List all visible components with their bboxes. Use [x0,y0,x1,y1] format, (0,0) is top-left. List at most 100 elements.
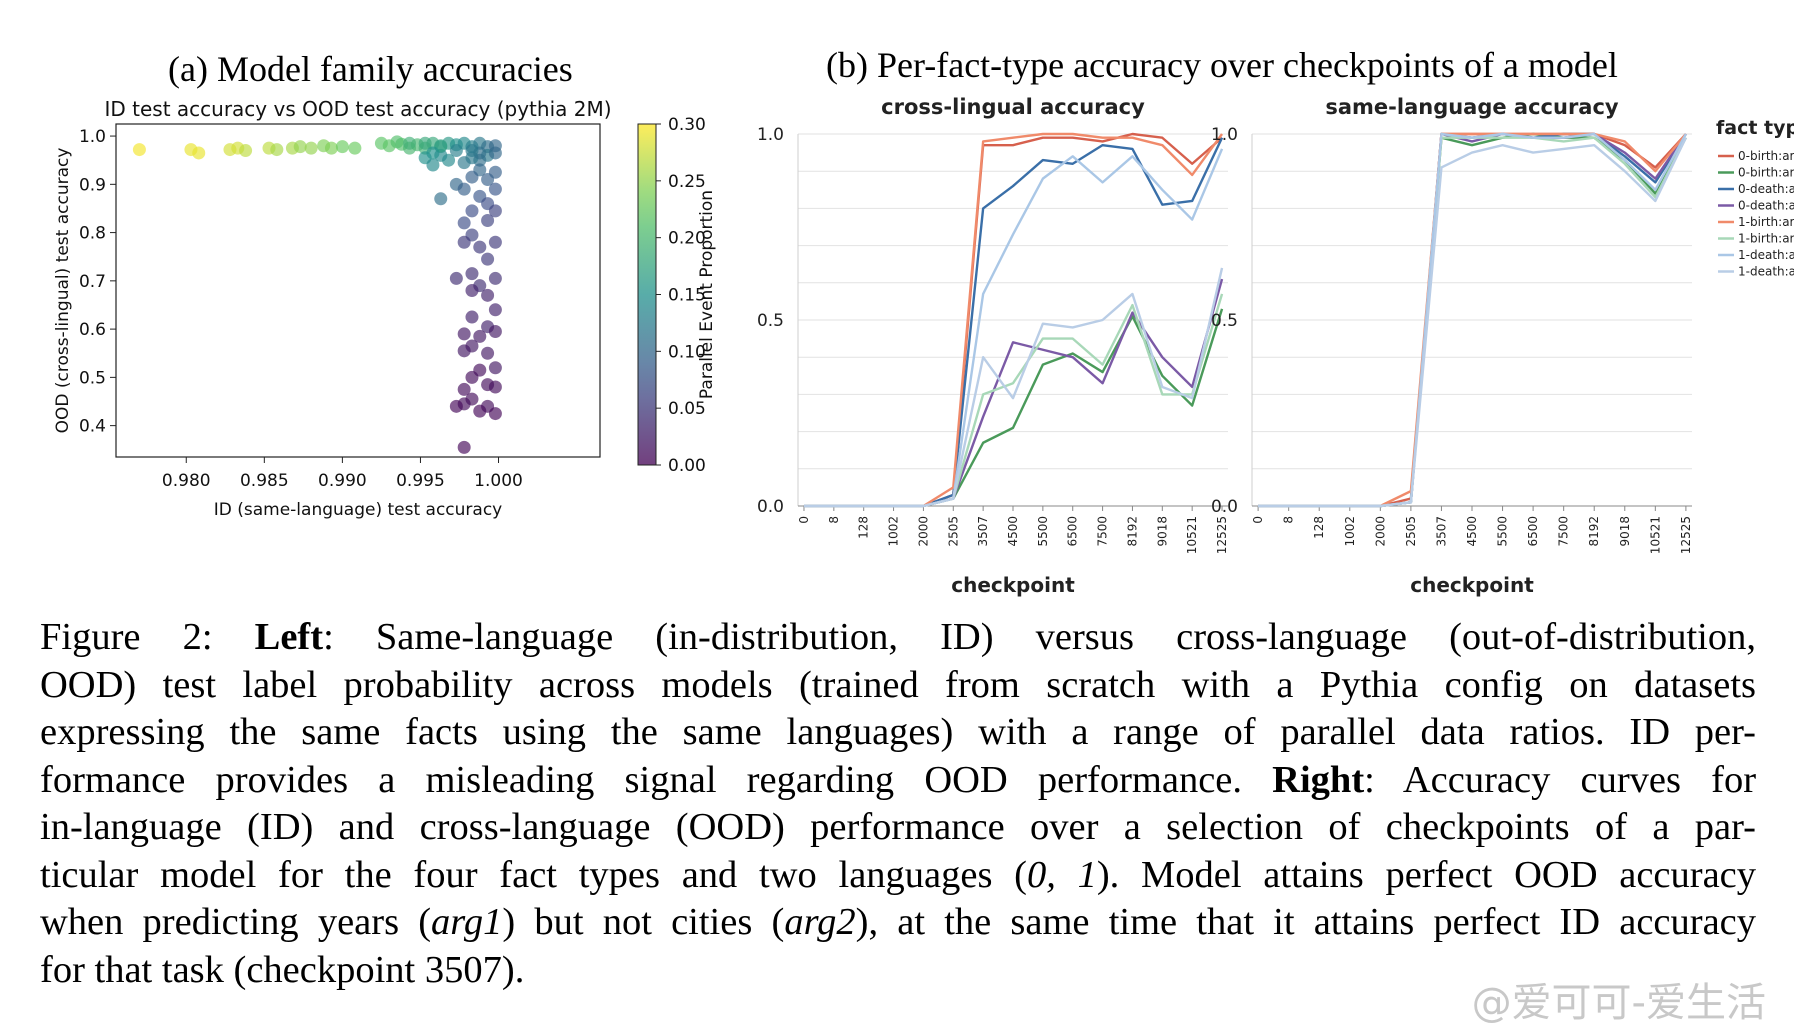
scatter-title: ID test accuracy vs OOD test accuracy (p… [104,97,611,121]
scatter-point [293,140,307,154]
x-tick-label: 0.985 [240,471,289,491]
legend-title: fact type [1716,117,1794,139]
x-tick-label: 12525 [1679,516,1693,554]
y-tick-label: 0.9 [79,175,106,195]
x-tick-label: 3507 [976,516,990,547]
scatter-point [192,146,206,160]
caption-line: expressing the same facts using the same… [40,711,1756,753]
series-line-0-death-arg1 [803,137,1224,508]
y-tick-label: 0.5 [79,368,106,388]
x-tick-label: 9018 [1618,516,1632,547]
line-charts: cross-lingual accuracy 0.0 0.5 1.0 0 8 128 1002… [757,95,1794,597]
line-chart-title: same-language accuracy [1325,95,1619,119]
x-tick-label: 0 [797,516,811,524]
y-axis-label: OOD (cross-lingual) test accuracy [53,148,73,434]
x-tick-label: 2505 [1404,516,1418,547]
colorbar-tick-label: 0.10 [668,342,706,362]
scatter-point [426,146,440,160]
scatter-point [473,404,487,418]
scatter-point [457,182,471,196]
colorbar-tick-label: 0.15 [668,286,706,306]
scatter-point [465,144,479,158]
legend-item: 0-death:arg2 [1738,199,1794,213]
scatter-chart: ID test accuracy vs OOD test accuracy (p… [53,97,717,520]
series-line-1-death-arg2 [1258,137,1687,508]
caption-line: when predicting years (arg1) but not cit… [40,901,1756,943]
caption-italic: arg1 [431,901,503,943]
scatter-point [488,361,502,375]
figure-caption: Figure 2: Left: Same-language (in-distri… [40,614,1756,994]
scatter-point [473,329,487,343]
y-tick-label: 1.0 [757,125,784,145]
y-tick-label: 0.4 [79,417,106,437]
scatter-point [403,136,417,150]
caption-italic: 0, 1 [1027,853,1097,896]
x-tick-label: 4500 [1465,516,1479,547]
scatter-point [465,370,479,384]
scatter-point [434,192,448,206]
series-line-1-birth-arg2 [1258,136,1687,508]
colorbar-tick-label: 0.00 [668,456,706,476]
legend-item: 1-death:arg1 [1738,248,1794,262]
scatter-point [335,140,349,154]
series-line-0-birth-arg2 [803,308,1224,508]
scatter-point [488,182,502,196]
x-tick-label: 8192 [1125,516,1139,547]
caption-line: ticular model for the four fact types an… [40,853,1756,896]
x-tick-label: 0.995 [396,471,445,491]
colorbar-label: Parallel Event Proportion [697,190,717,399]
series-line-1-birth-arg2 [803,293,1224,508]
caption-line: Figure 2: Left: Same-language (in-distri… [40,616,1756,658]
series-line-1-death-arg2 [803,267,1224,508]
y-tick-label: 0.0 [757,497,784,517]
scatter-point [488,380,502,394]
scatter-point [488,146,502,160]
scatter-point [457,382,471,396]
scatter-point [488,325,502,339]
scatter-point [465,284,479,297]
caption-line: for that task (checkpoint 3507). [40,948,525,991]
colorbar-tick-label: 0.25 [668,172,706,192]
colorbar [637,123,657,466]
scatter-point [270,143,284,157]
x-axis-label: ID (same-language) test accuracy [214,500,503,520]
x-axis-label: checkpoint [1410,573,1534,597]
x-tick-label: 1.000 [474,471,523,491]
scatter-point [481,173,495,186]
x-tick-label: 2000 [916,516,930,547]
scatter-point [457,156,471,170]
legend-item: 0-birth:arg1 [1738,149,1794,163]
y-tick-label: 1.0 [79,127,106,147]
y-tick-label: 0.6 [79,320,106,340]
y-tick-label: 0.5 [1211,311,1238,331]
x-tick-label: 1002 [887,516,901,547]
x-tick-label: 12525 [1215,516,1229,554]
x-tick-label: 128 [1312,516,1326,539]
x-axis-label: checkpoint [951,573,1075,597]
x-tick-label: 2505 [946,516,960,547]
line-chart-title: cross-lingual accuracy [881,95,1145,119]
scatter-point [465,204,479,218]
scatter-point [418,136,432,150]
caption-bold: Left [254,616,324,658]
scatter-point [426,158,440,172]
scatter-point [324,141,338,155]
x-tick-label: 0.980 [162,471,211,491]
y-tick-label: 1.0 [1211,125,1238,145]
caption-line: formance provides a misleading signal re… [40,758,1757,801]
scatter-point [481,288,495,302]
scatter-point [457,344,471,358]
scatter-point [465,170,479,184]
scatter-point [465,310,479,324]
scatter-point [457,440,471,454]
legend-item: 1-birth:arg2 [1738,232,1794,246]
x-tick-label: 0 [1251,516,1265,524]
x-tick-label: 7500 [1557,516,1571,547]
scatter-point [132,143,146,157]
scatter-point [457,235,471,249]
watermark: @爱可可-爱生活 [1471,980,1766,1026]
y-tick-label: 0.7 [79,272,106,292]
x-tick-label: 5500 [1496,516,1510,547]
colorbar-tick-label: 0.20 [668,229,706,249]
y-tick-label: 0.8 [79,224,106,244]
